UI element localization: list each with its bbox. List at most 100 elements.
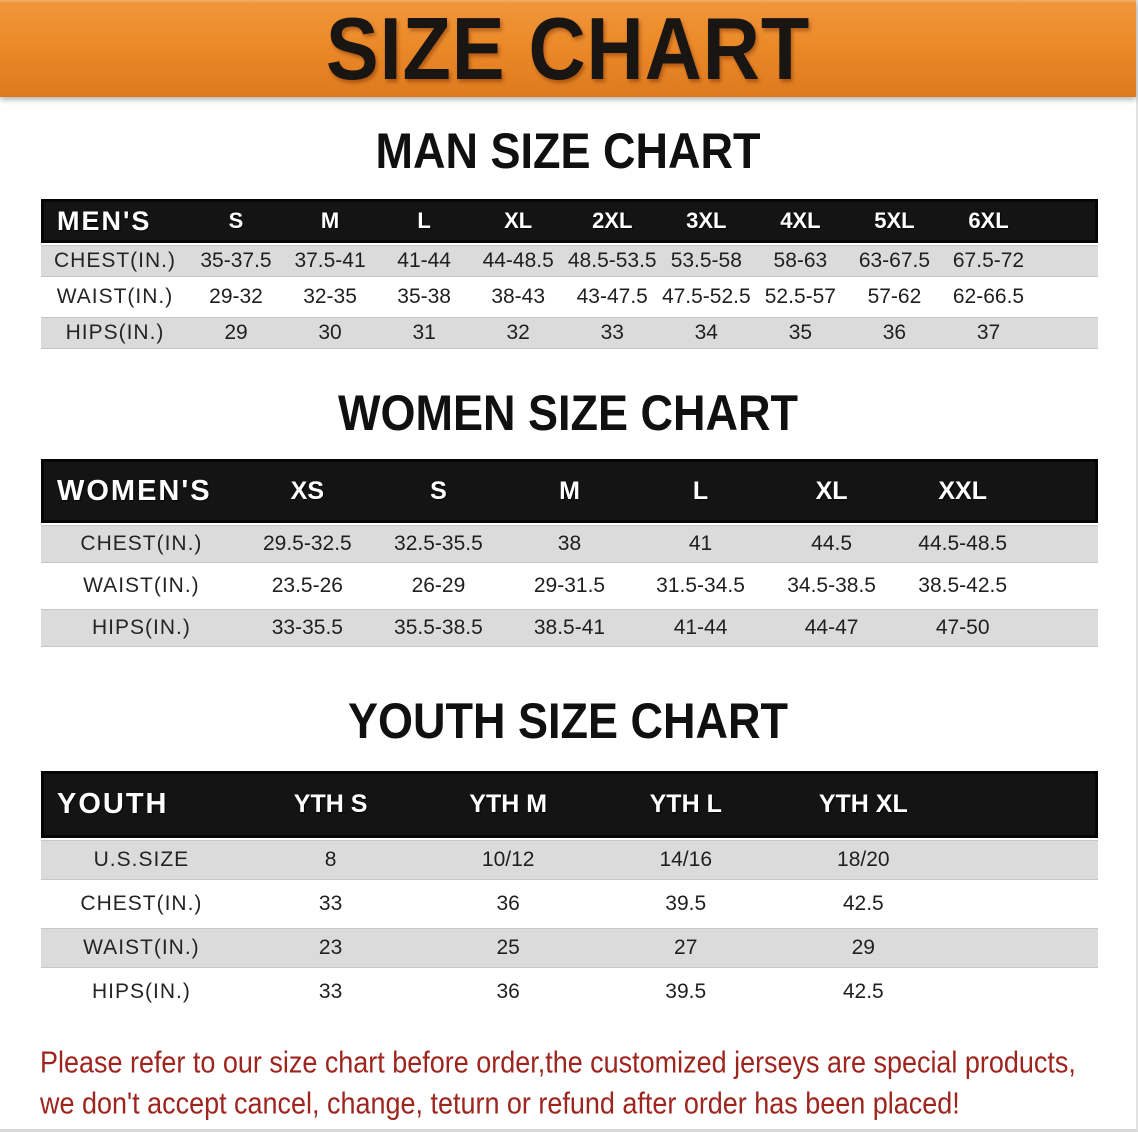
size-value: 38-43 bbox=[491, 285, 546, 308]
measurement-label: HIPS(IN.) bbox=[91, 616, 191, 639]
size-value: 44-48.5 bbox=[482, 249, 554, 272]
size-value: 36 bbox=[496, 980, 520, 1003]
table-row: CHEST(IN.) 35-37.5 37.5-41 41-44 44-48.5 48.5… bbox=[41, 243, 1098, 279]
size-value: 36 bbox=[496, 892, 520, 915]
size-value: 44.5 bbox=[811, 532, 853, 555]
size-value: 42.5 bbox=[842, 980, 884, 1003]
size-value: 26-29 bbox=[411, 574, 466, 597]
size-value: 57-62 bbox=[867, 285, 922, 308]
table-row: WAIST(IN.) 29-32 32-35 35-38 38-43 43-47.5 47.… bbox=[41, 279, 1098, 315]
size-column-header: 3XL bbox=[686, 208, 727, 233]
measurement-label: WAIST(IN.) bbox=[56, 285, 174, 308]
size-value: 23 bbox=[318, 936, 343, 959]
size-column-header: XL bbox=[815, 476, 848, 505]
size-value: 35-37.5 bbox=[200, 249, 272, 272]
size-column-header: 4XL bbox=[780, 208, 821, 233]
size-column-header: YTH M bbox=[469, 790, 548, 818]
women-size-table: WOMEN'S XS S M L XL XXL CHEST(IN.) 29.5-32.5 32.5… bbox=[41, 459, 1098, 649]
size-value: 27 bbox=[674, 936, 698, 959]
measurement-label: HIPS(IN.) bbox=[65, 321, 165, 344]
size-value: 32.5-35.5 bbox=[394, 532, 483, 555]
banner-title: SIZE CHART bbox=[325, 0, 811, 98]
size-value: 29 bbox=[851, 936, 875, 959]
size-chart-banner: SIZE CHART bbox=[0, 0, 1136, 97]
size-column-header: L bbox=[417, 208, 431, 233]
size-column-header: S bbox=[228, 208, 244, 233]
table-header-band: MEN'S S M L XL 2XL 3XL 4XL 5XL 6XL bbox=[41, 199, 1098, 243]
size-column-header: M bbox=[320, 208, 340, 233]
size-value: 67.5-72 bbox=[952, 249, 1025, 272]
size-value: 44-47 bbox=[804, 616, 859, 639]
size-column-header: M bbox=[559, 476, 580, 505]
size-value: 58-63 bbox=[773, 249, 828, 272]
size-column-header: 2XL bbox=[592, 208, 633, 233]
size-value: 33-35.5 bbox=[271, 616, 343, 639]
table-row: HIPS(IN.) 29 30 31 32 33 34 35 36 37 bbox=[41, 315, 1098, 351]
size-value: 32 bbox=[506, 321, 530, 344]
table-row: HIPS(IN.) 33-35.5 35.5-38.5 38.5-41 41-44 44-… bbox=[41, 607, 1098, 649]
size-column-header: XL bbox=[504, 208, 533, 233]
size-column-header: 6XL bbox=[968, 208, 1009, 233]
size-value: 23.5-26 bbox=[271, 574, 343, 597]
disclaimer: Please refer to our size chart before or… bbox=[40, 1042, 1136, 1124]
size-value: 33 bbox=[318, 980, 343, 1003]
table-row: U.S.SIZE 8 10/12 14/16 18/20 bbox=[41, 838, 1098, 882]
table-header-band: WOMEN'S XS S M L XL XXL bbox=[41, 459, 1098, 523]
size-value: 44.5-48.5 bbox=[918, 532, 1008, 555]
size-value: 47-50 bbox=[935, 616, 990, 639]
size-value: 30 bbox=[318, 321, 342, 344]
size-value: 34.5-38.5 bbox=[787, 574, 876, 597]
size-value: 35.5-38.5 bbox=[394, 616, 483, 639]
size-value: 39.5 bbox=[665, 980, 707, 1003]
men-section-title: MAN SIZE CHART bbox=[375, 123, 761, 179]
size-value: 37 bbox=[976, 321, 1001, 344]
measurement-label: WAIST(IN.) bbox=[83, 574, 200, 597]
size-value: 38.5-41 bbox=[533, 616, 606, 639]
youth-size-section: YOUTH SIZE CHART YOUTH YTH S YTH M YTH L YTH… bbox=[0, 693, 1136, 1014]
size-value: 43-47.5 bbox=[576, 285, 648, 308]
size-column-header: YTH L bbox=[649, 790, 722, 818]
size-value: 33 bbox=[600, 321, 624, 344]
size-value: 10/12 bbox=[481, 848, 535, 871]
size-column-header: XS bbox=[290, 476, 325, 505]
youth-size-table: YOUTH YTH S YTH M YTH L YTH XL U.S.SIZE 8 10/12… bbox=[41, 771, 1098, 1014]
size-value: 36 bbox=[882, 321, 907, 344]
size-value: 35-38 bbox=[397, 285, 451, 308]
size-column-header: S bbox=[430, 476, 447, 505]
size-value: 38.5-42.5 bbox=[918, 574, 1008, 597]
size-value: 35 bbox=[788, 321, 813, 344]
table-row: CHEST(IN.) 33 36 39.5 42.5 bbox=[41, 882, 1098, 926]
size-value: 48.5-53.5 bbox=[567, 249, 657, 272]
size-value: 41 bbox=[688, 532, 713, 555]
size-value: 47.5-52.5 bbox=[661, 285, 751, 308]
table-group-label: WOMEN'S bbox=[57, 474, 212, 507]
size-column-header: YTH XL bbox=[818, 790, 908, 818]
disclaimer-line-1: Please refer to our size chart before or… bbox=[40, 1046, 1076, 1080]
youth-section-title: YOUTH SIZE CHART bbox=[347, 693, 789, 749]
size-value: 29.5-32.5 bbox=[262, 532, 352, 555]
size-value: 25 bbox=[496, 936, 520, 959]
size-value: 34 bbox=[694, 321, 718, 344]
size-value: 42.5 bbox=[842, 892, 884, 915]
size-column-header: XXL bbox=[938, 476, 987, 505]
size-value: 14/16 bbox=[659, 848, 713, 871]
size-value: 39.5 bbox=[665, 892, 707, 915]
size-value: 31.5-34.5 bbox=[656, 574, 745, 597]
size-value: 18/20 bbox=[837, 848, 890, 871]
measurement-label: CHEST(IN.) bbox=[80, 532, 203, 555]
size-value: 63-67.5 bbox=[858, 249, 931, 272]
size-value: 53.5-58 bbox=[670, 249, 742, 272]
measurement-label: WAIST(IN.) bbox=[83, 936, 200, 959]
measurement-label: CHEST(IN.) bbox=[53, 249, 176, 272]
men-size-section: MAN SIZE CHART MEN'S S M L XL 2XL 3XL 4XL 5XL 6XL… bbox=[0, 123, 1136, 351]
table-row: WAIST(IN.) 23 25 27 29 bbox=[41, 926, 1098, 970]
table-row: CHEST(IN.) 29.5-32.5 32.5-35.5 38 41 44.5 44.5… bbox=[41, 523, 1098, 565]
men-size-table: MEN'S S M L XL 2XL 3XL 4XL 5XL 6XL CHEST(IN.) 35-37… bbox=[41, 199, 1098, 351]
size-value: 32-35 bbox=[303, 285, 357, 308]
size-value: 37.5-41 bbox=[294, 249, 366, 272]
measurement-label: CHEST(IN.) bbox=[80, 892, 203, 915]
measurement-label: HIPS(IN.) bbox=[91, 980, 191, 1003]
size-value: 29-32 bbox=[209, 285, 263, 308]
size-value: 29-31.5 bbox=[533, 574, 606, 597]
